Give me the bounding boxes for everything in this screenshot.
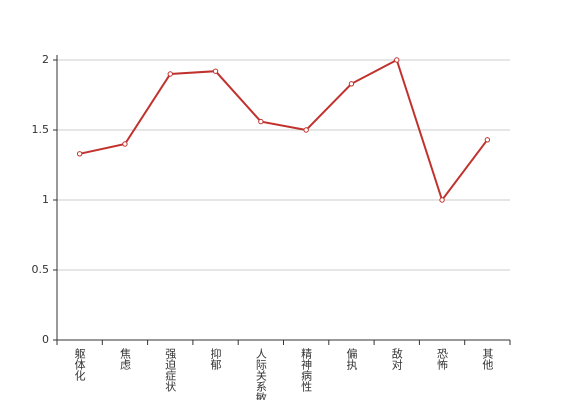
- point: [258, 118, 264, 125]
- x-tick-label: 焦虑: [118, 348, 131, 370]
- point: [167, 71, 173, 77]
- x-tick-label: 躯体化: [73, 348, 86, 382]
- point: [212, 68, 219, 74]
- x-tick-label: 偏执: [345, 347, 358, 371]
- point: [303, 127, 309, 133]
- x-tick-label: 敌对: [390, 347, 403, 370]
- point: [394, 57, 400, 63]
- x-tick-label: 其他: [481, 348, 494, 370]
- point: [348, 81, 355, 87]
- y-tick-label: 2: [42, 53, 49, 66]
- line: [79, 58, 489, 203]
- x-tick-label: 恐怖: [436, 348, 449, 370]
- y-tick-label: 1: [42, 193, 49, 206]
- y-tick-label: 1.5: [32, 123, 50, 136]
- y-tick-label: 0: [42, 333, 49, 346]
- x-tick-label: 人际关系敏感: [254, 348, 267, 400]
- x-tick-label: 精神病性: [300, 348, 313, 393]
- point: [484, 137, 491, 143]
- y-tick-label: 0.5: [32, 263, 50, 276]
- x-tick-label: 抑郁: [209, 347, 222, 370]
- point: [439, 197, 445, 203]
- point: [122, 141, 128, 147]
- x-tick-label: 强迫症状: [164, 348, 177, 392]
- point: [76, 151, 83, 157]
